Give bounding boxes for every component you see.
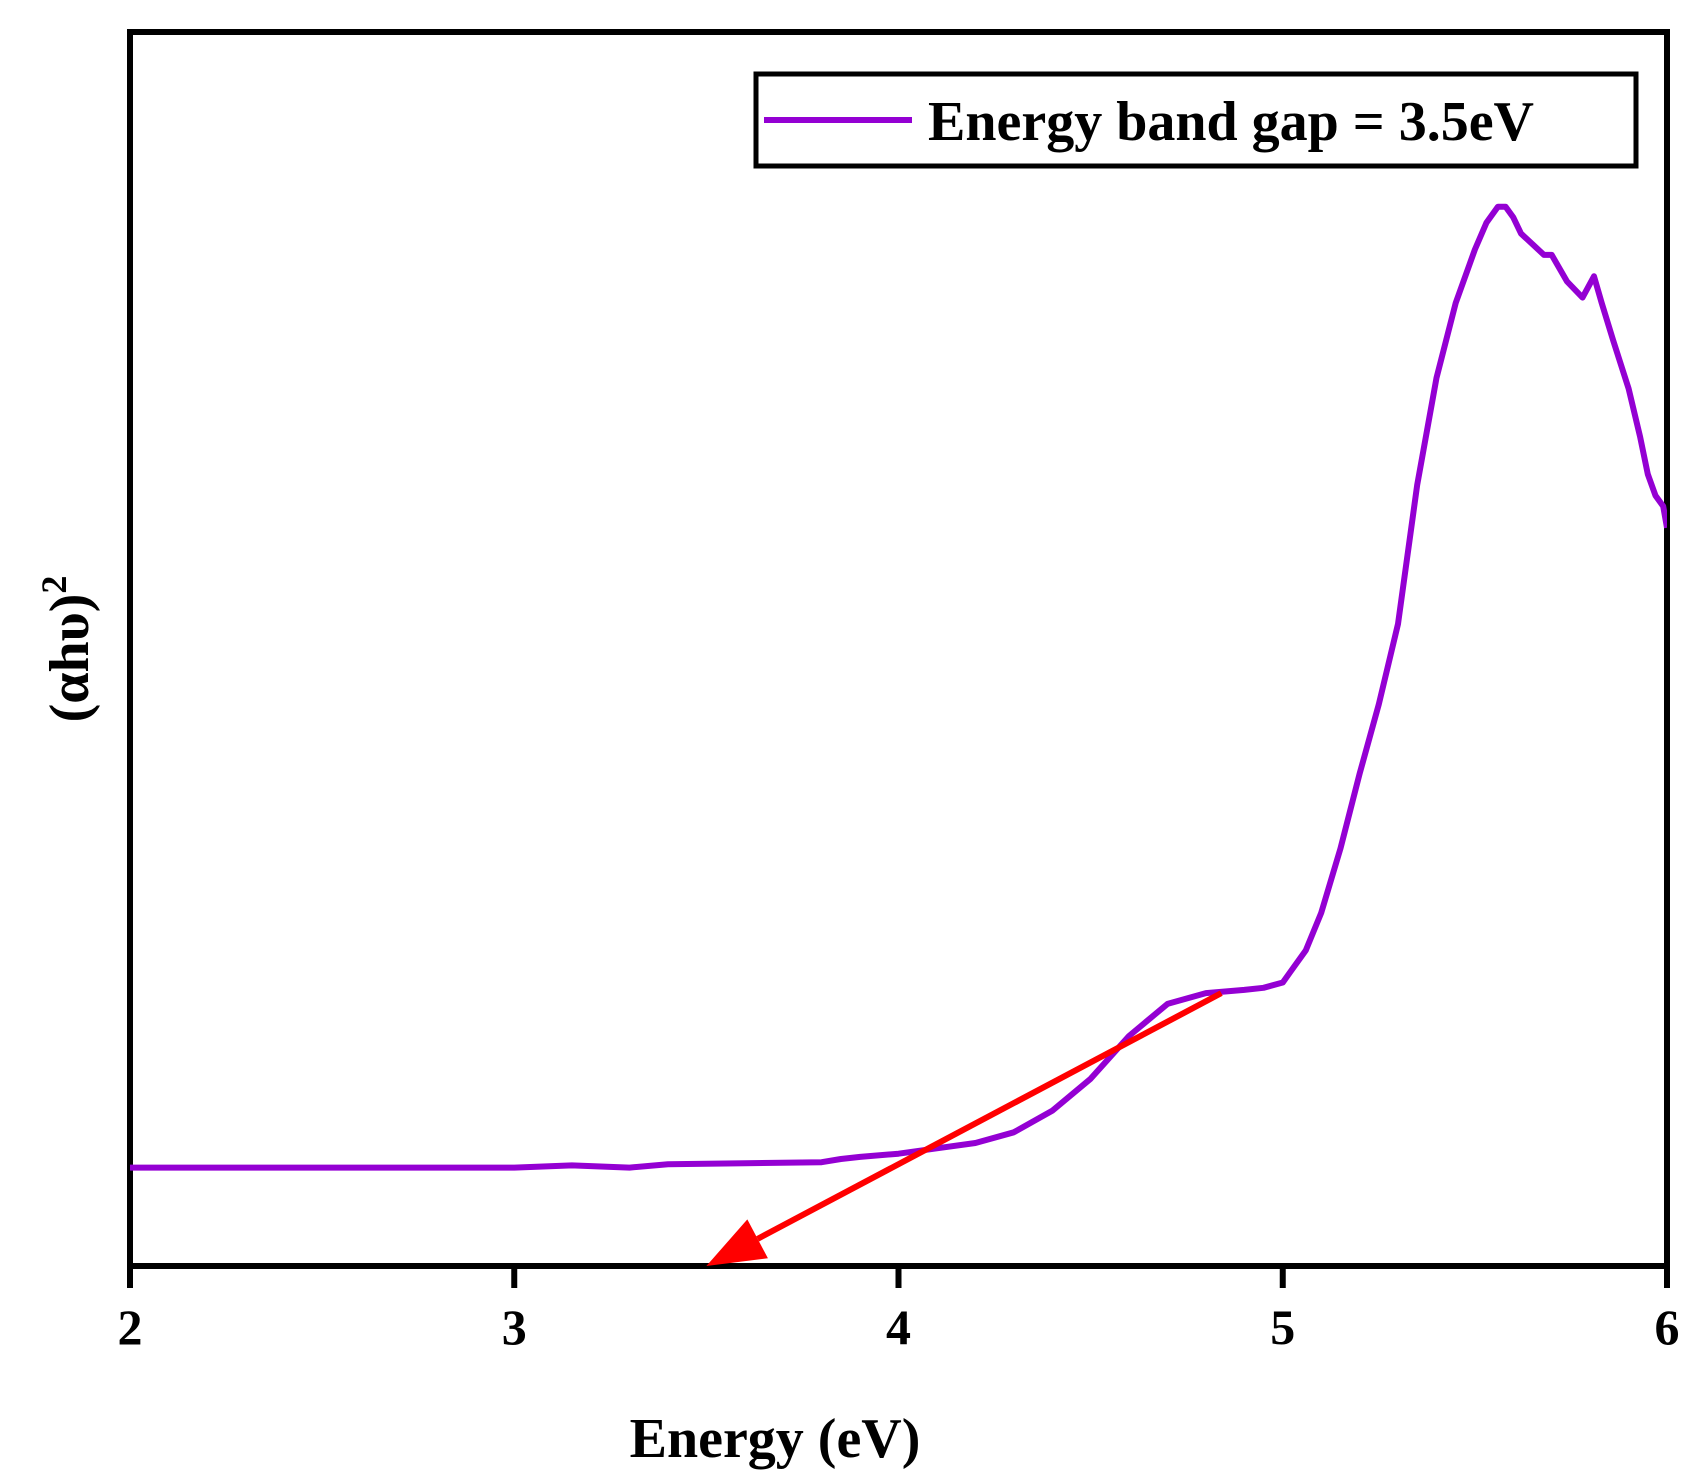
axes-frame (127, 29, 1670, 1269)
arrow-shaft (756, 990, 1223, 1242)
y-axis-label: (αhυ)2 (34, 576, 101, 723)
series-layer (130, 203, 1667, 1171)
x-axis-tick-labels: 2 3 4 5 6 (118, 1299, 1680, 1355)
arrow-head (706, 1219, 768, 1266)
x-tick-label: 2 (118, 1299, 143, 1355)
legend-entry-label: Energy band gap = 3.5eV (928, 91, 1534, 153)
plot-border (127, 29, 1670, 1269)
x-axis-label: Energy (eV) (630, 1408, 921, 1470)
y-axis-label-base: (αhυ) (39, 594, 101, 723)
x-tick-label: 4 (886, 1299, 911, 1355)
x-axis-ticks (127, 1266, 1670, 1288)
y-axis-label-superscript: 2 (34, 576, 74, 594)
annotation-layer (706, 990, 1223, 1266)
series-line-0 (130, 203, 1667, 1171)
x-tick-label: 6 (1655, 1299, 1680, 1355)
x-tick-label: 3 (502, 1299, 527, 1355)
legend: Energy band gap = 3.5eV (753, 71, 1639, 169)
x-tick-label: 5 (1270, 1299, 1295, 1355)
